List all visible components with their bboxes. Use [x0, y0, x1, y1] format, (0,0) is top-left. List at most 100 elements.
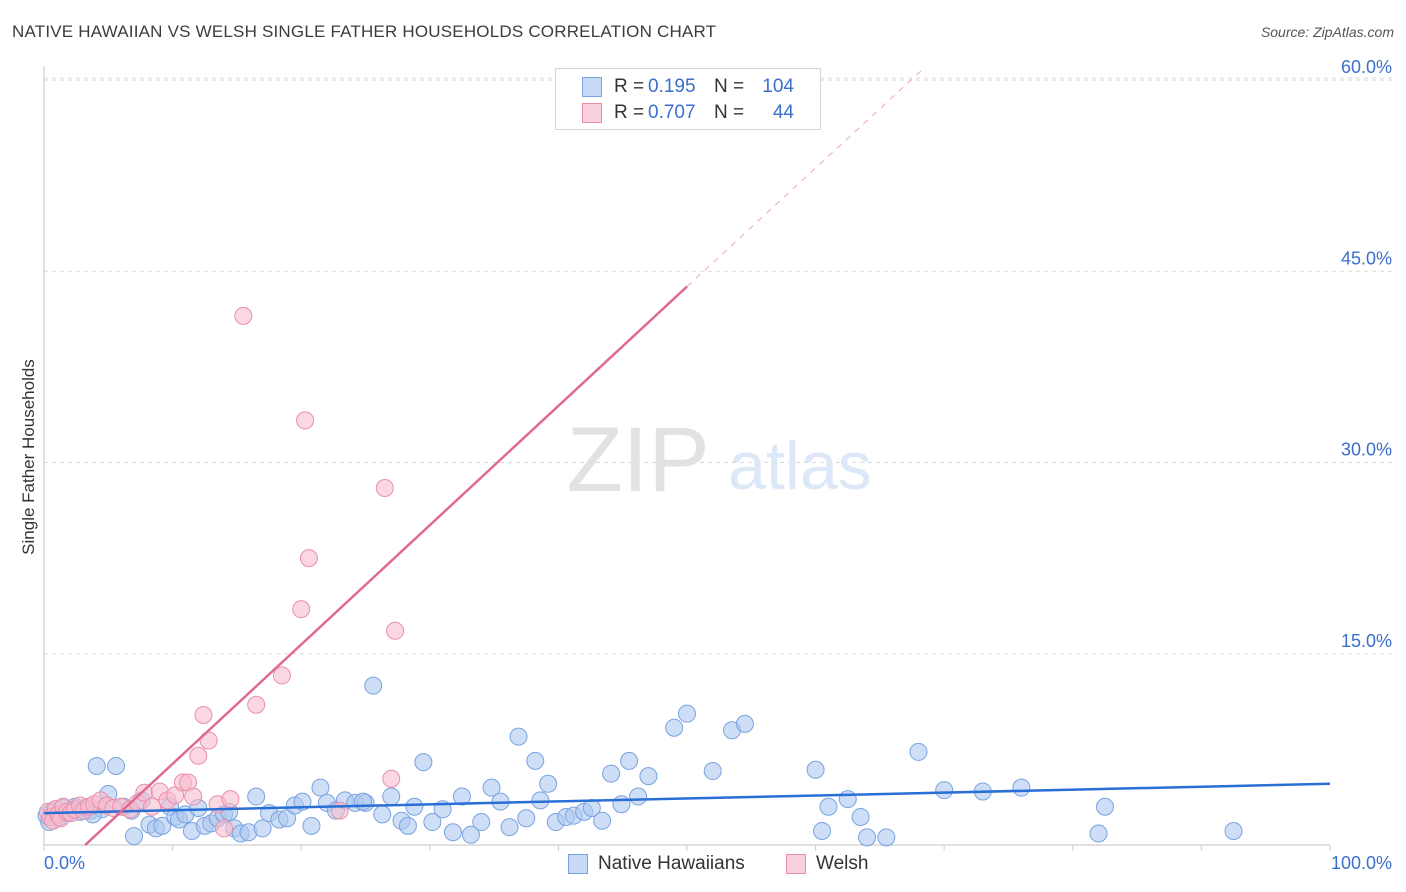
welsh-point — [143, 797, 162, 816]
y-tick-label: 30.0% — [1341, 440, 1392, 460]
native-hawaiian-point — [472, 813, 491, 832]
legend-swatch-blue — [582, 77, 602, 97]
welsh-point — [375, 479, 394, 497]
native-hawaiian-point — [526, 751, 545, 770]
native-hawaiian-point — [382, 787, 401, 806]
tick-labels: 15.0% 30.0% 45.0% 60.0% 0.0% 100.0% — [44, 57, 1392, 873]
legend-swatch-pink — [786, 854, 806, 874]
native-hawaiian-point — [838, 790, 857, 809]
native-hawaiian-point — [509, 727, 528, 746]
native-hawaiian-point — [612, 795, 631, 814]
native-hawaiian-point — [311, 778, 330, 797]
native-hawaiian-point — [1095, 797, 1114, 816]
native-hawaiian-point — [247, 787, 266, 806]
welsh-point — [184, 787, 203, 806]
native-hawaiian-point — [461, 825, 480, 844]
native-hawaiian-point — [1089, 824, 1108, 843]
welsh-trend-line — [84, 285, 688, 846]
native-hawaiian-point — [620, 751, 639, 770]
welsh-trend-extension — [686, 66, 926, 287]
welsh-point — [247, 695, 266, 714]
native-hawaiian-point — [678, 704, 696, 723]
source-label: Source: ZipAtlas.com — [1260, 24, 1394, 40]
native-hawaiian-point — [735, 714, 754, 733]
welsh-point — [272, 666, 291, 685]
legend-row-welsh: R = 0.707 N = 44 — [582, 101, 794, 125]
native-hawaiian-point — [423, 813, 442, 832]
legend-row-native-hawaiians: R = 0.195 N = 104 — [582, 75, 794, 99]
native-hawaiian-point — [452, 787, 471, 806]
watermark-atlas: atlas — [728, 428, 872, 504]
y-axis-label: Single Father Households — [19, 359, 38, 555]
native-hawaiian-point — [813, 821, 832, 840]
native-hawaiian-point — [364, 676, 383, 695]
legend-r-label: R = — [614, 76, 645, 97]
y-tick-label: 45.0% — [1341, 248, 1392, 268]
y-tick-label: 15.0% — [1341, 631, 1392, 651]
welsh-point — [221, 790, 240, 809]
native-hawaiian-points — [37, 676, 1243, 847]
native-hawaiian-point — [1012, 778, 1031, 797]
legend-r-value: 0.195 — [648, 76, 696, 97]
welsh-point — [382, 769, 401, 788]
native-hawaiian-point — [405, 797, 424, 816]
legend-n-value: 104 — [762, 76, 794, 97]
native-hawaiian-point — [877, 828, 896, 847]
native-hawaiian-point — [398, 816, 417, 835]
native-hawaiian-point — [639, 767, 658, 786]
native-hawaiian-point — [253, 819, 272, 838]
legend-item-native-hawaiians[interactable]: Native Hawaiians — [568, 853, 745, 875]
welsh-point — [292, 600, 311, 619]
native-hawaiian-point — [517, 809, 536, 828]
legend-n-label: N = — [714, 102, 745, 123]
legend-item-welsh[interactable]: Welsh — [786, 853, 868, 875]
native-hawaiian-point — [153, 816, 172, 835]
welsh-point — [299, 549, 318, 568]
native-hawaiian-point — [665, 718, 684, 737]
native-hawaiian-trend-line — [43, 782, 1331, 815]
welsh-point — [296, 411, 315, 430]
correlation-legend: R = 0.195 N = 104 R = 0.707 N = 44 — [555, 68, 821, 130]
native-hawaiian-point — [107, 756, 126, 775]
welsh-point — [386, 621, 405, 640]
native-hawaiian-point — [602, 764, 621, 783]
welsh-point — [234, 306, 253, 325]
native-hawaiian-point — [858, 828, 877, 847]
series-legend: Native Hawaiians Welsh — [0, 853, 1406, 877]
y-tick-label: 60.0% — [1341, 57, 1392, 77]
native-hawaiian-point — [629, 787, 648, 806]
native-hawaiian-point — [806, 760, 825, 779]
native-hawaiian-point — [443, 823, 462, 842]
gridlines — [44, 77, 1392, 655]
legend-r-label: R = — [614, 102, 645, 123]
trend-lines — [43, 66, 1331, 846]
native-hawaiian-point — [531, 791, 550, 810]
native-hawaiian-point — [87, 756, 106, 775]
native-hawaiian-point — [851, 807, 870, 826]
native-hawaiian-point — [1224, 821, 1243, 840]
welsh-point — [194, 705, 213, 724]
native-hawaiian-point — [353, 792, 372, 811]
legend-label-native-hawaiians: Native Hawaiians — [598, 853, 745, 874]
native-hawaiian-point — [703, 762, 722, 781]
native-hawaiian-point — [302, 816, 321, 835]
x-tick-label: 100.0% — [1331, 853, 1392, 873]
welsh-point — [215, 819, 234, 838]
x-tick-label: 0.0% — [44, 853, 85, 873]
native-hawaiian-point — [373, 805, 392, 824]
native-hawaiian-point — [593, 811, 612, 830]
native-hawaiian-point — [482, 778, 501, 797]
legend-n-label: N = — [714, 76, 745, 97]
legend-n-value: 44 — [772, 102, 794, 123]
native-hawaiian-point — [539, 774, 558, 793]
legend-swatch-blue — [568, 854, 588, 874]
native-hawaiian-point — [935, 781, 954, 800]
native-hawaiian-point — [414, 753, 433, 772]
legend-label-welsh: Welsh — [816, 853, 869, 874]
legend-r-value: 0.707 — [648, 102, 696, 123]
axes — [43, 66, 1331, 851]
native-hawaiian-point — [909, 742, 928, 761]
native-hawaiian-point — [125, 827, 144, 846]
legend-swatch-pink — [582, 103, 602, 123]
